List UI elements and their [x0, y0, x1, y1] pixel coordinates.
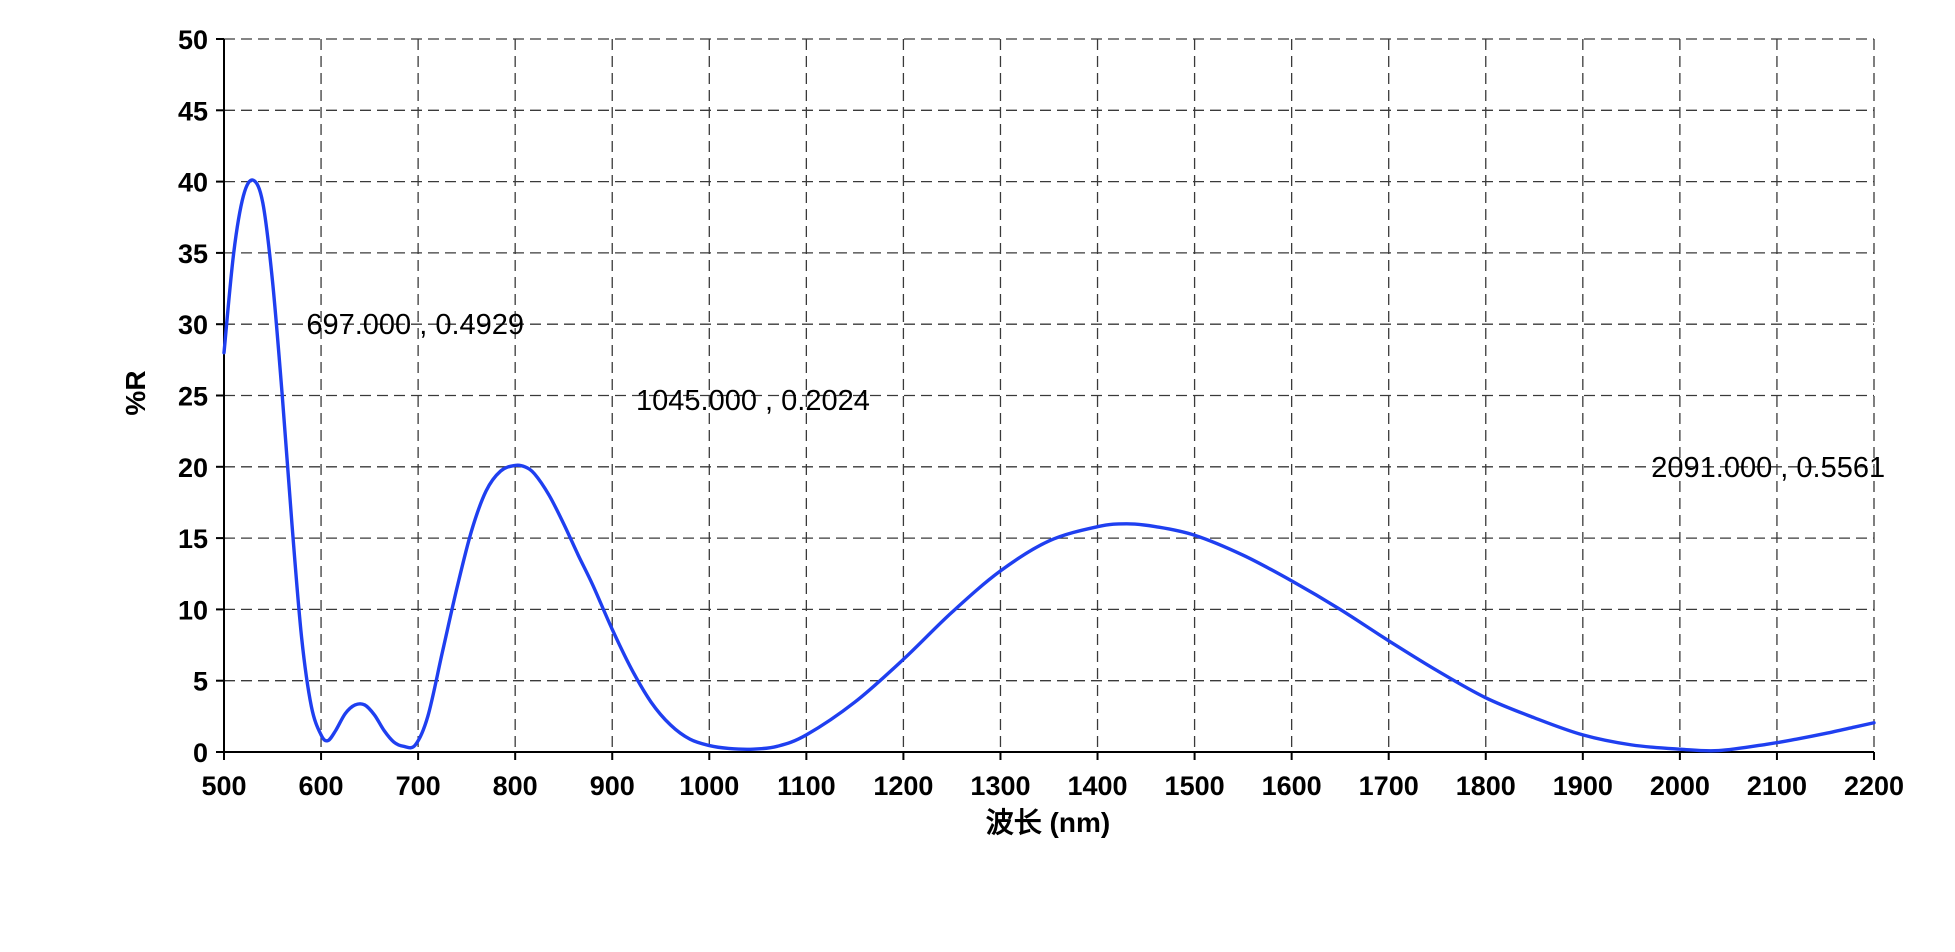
y-tick-label: 50: [178, 25, 208, 55]
point-annotation: 697.000 , 0.4929: [306, 309, 524, 341]
y-tick-label: 35: [178, 239, 208, 269]
x-tick-label: 1900: [1553, 771, 1613, 801]
x-tick-label: 1100: [777, 771, 836, 801]
x-tick-label: 1800: [1456, 771, 1516, 801]
x-tick-label: 1400: [1067, 771, 1127, 801]
y-axis-label: %R: [120, 370, 151, 415]
x-tick-label: 1600: [1262, 771, 1322, 801]
x-tick-label: 1700: [1359, 771, 1419, 801]
y-tick-label: 5: [193, 667, 208, 697]
x-tick-label: 500: [201, 771, 246, 801]
x-tick-label: 1200: [873, 771, 933, 801]
x-tick-label: 600: [299, 771, 344, 801]
reflectance-line: [222, 178, 1876, 753]
y-tick-label: 15: [178, 524, 208, 554]
y-tick-label: 0: [193, 738, 208, 768]
x-tick-label: 2200: [1844, 771, 1904, 801]
axes: [216, 38, 1875, 760]
series-layer: [222, 178, 1876, 753]
x-tick-label: 700: [396, 771, 441, 801]
x-tick-label: 1000: [679, 771, 739, 801]
y-tick-label: 10: [178, 595, 208, 625]
point-annotation: 1045.000 , 0.2024: [636, 385, 870, 417]
y-tick-label: 20: [178, 453, 208, 483]
x-tick-label: 2100: [1747, 771, 1807, 801]
x-axis-label: 波长 (nm): [986, 807, 1110, 838]
x-tick-label: 2000: [1650, 771, 1710, 801]
y-tick-label: 40: [178, 168, 208, 198]
y-tick-label: 30: [178, 310, 208, 340]
x-tick-labels: 500 600 700 800 900 1000 1100 1200 1300 1400 1500 1…: [201, 771, 1904, 801]
grid-lines: [224, 38, 1875, 752]
annotations: 697.000 , 0.4929 1045.000 , 0.2024 2091.00…: [306, 309, 1885, 484]
point-annotation: 2091.000 , 0.5561: [1651, 452, 1885, 484]
x-tick-label: 900: [590, 771, 635, 801]
x-tick-label: 1500: [1165, 771, 1225, 801]
y-tick-labels: 0 5 10 15 20 25 30 35 40 45 50: [178, 25, 208, 768]
y-tick-label: 25: [178, 382, 208, 412]
y-tick-label: 45: [178, 96, 208, 126]
x-tick-label: 800: [493, 771, 538, 801]
x-tick-label: 1300: [970, 771, 1030, 801]
